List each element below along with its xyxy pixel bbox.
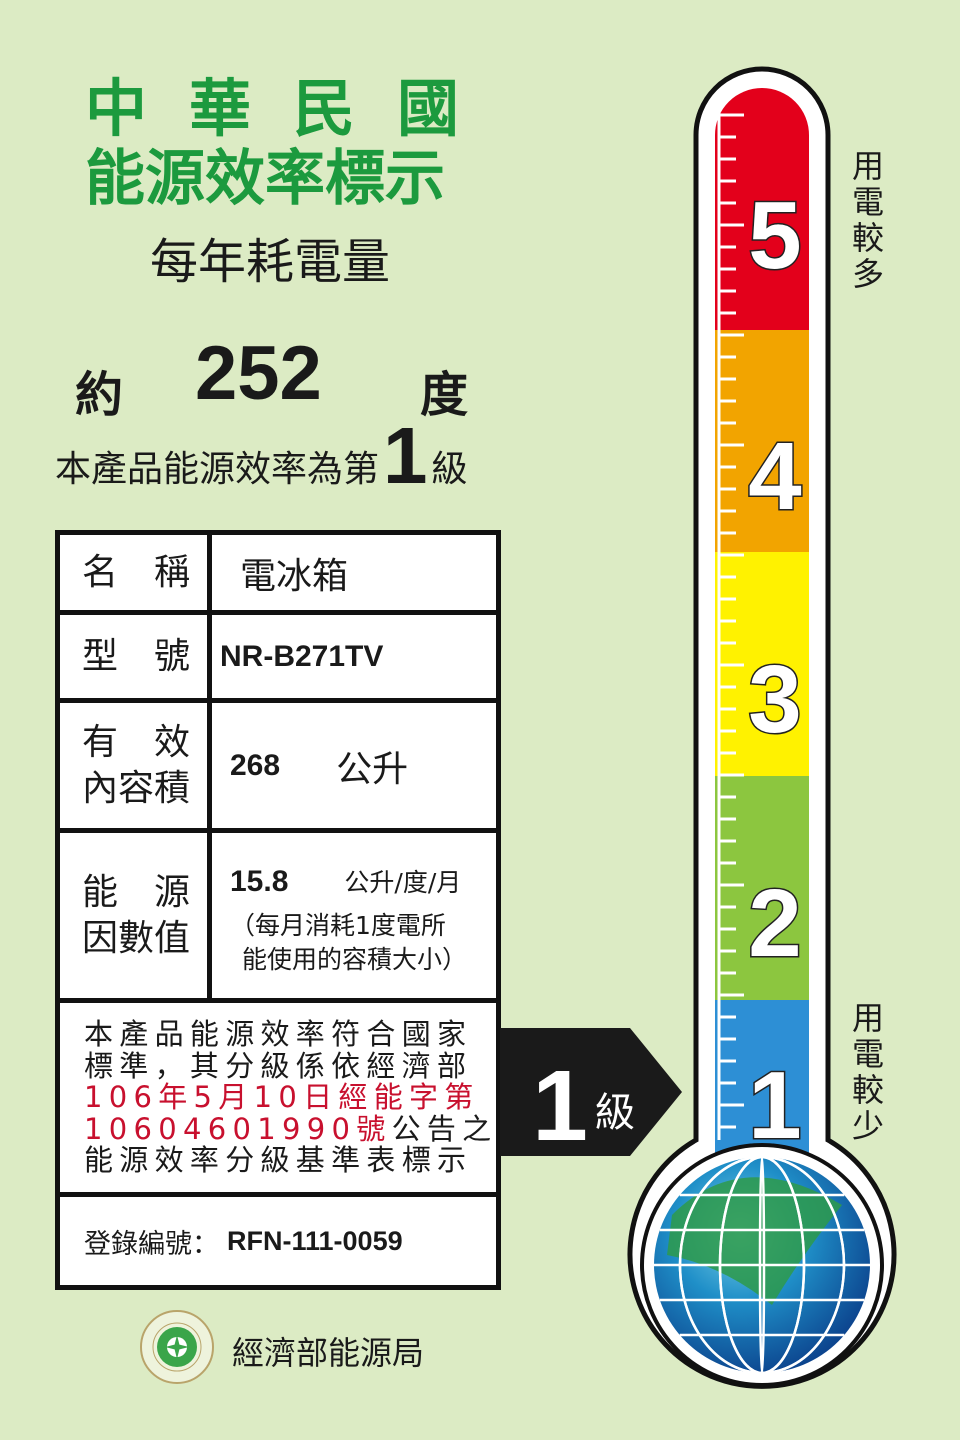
grade-arrow: 1 級 [500, 1028, 682, 1156]
label-less-power: 用電較少 [851, 999, 884, 1145]
level-number-2: 2 [748, 870, 801, 977]
note-line: （每月消耗1度電所 [230, 911, 446, 940]
volume-unit: 公升 [336, 748, 409, 790]
label-line: 有 效 [82, 721, 191, 763]
row-factor: 能 源因數值 15.8 公升/度/月 （每月消耗1度電所能使用的容積大小） [60, 833, 496, 1003]
level-number-3: 3 [748, 646, 801, 753]
notice-line: 標準，其分級係依經濟部 [84, 1048, 473, 1083]
arrow-shape [500, 1028, 682, 1156]
notice-line: 106年5月10日經能字第 [84, 1080, 480, 1114]
grade-number: 1 [383, 411, 428, 500]
label-factor: 能 源因數值 [60, 833, 212, 998]
factor-unit: 公升/度/月 [344, 868, 462, 897]
notice-line: 10604601990號公告之 [84, 1111, 498, 1146]
value-factor: 15.8 公升/度/月 （每月消耗1度電所能使用的容積大小） [220, 833, 496, 998]
spec-table: 名 稱 電冰箱 型 號 NR-B271TV 有 效內容積 268 公升 能 源因數… [55, 530, 501, 1290]
row-model: 型 號 NR-B271TV [60, 615, 496, 703]
registration-number: RFN-111-0059 [227, 1225, 403, 1256]
thermometer: 5 4 3 2 1 [627, 66, 897, 1389]
level-segment-1 [715, 1000, 809, 1170]
note-line: 能使用的容積大小） [242, 945, 468, 974]
value-name: 電冰箱 [240, 555, 349, 597]
notice-black-text: 公告之 [391, 1111, 498, 1146]
volume-number: 268 [230, 748, 281, 782]
factor-note: （每月消耗1度電所能使用的容積大小） [230, 909, 496, 977]
bureau-of-energy-logo [140, 1310, 214, 1384]
level-segment-4 [715, 330, 809, 582]
label-model: 型 號 [60, 615, 212, 698]
label-volume: 有 效內容積 [60, 703, 212, 828]
value-model: NR-B271TV [220, 639, 384, 673]
arrow-grade: 1 [532, 1050, 588, 1156]
notice-line: 本產品能源效率符合國家 [84, 1017, 473, 1051]
registration-label: 登錄編號： [84, 1228, 219, 1260]
consumption-prefix: 約 [75, 367, 124, 423]
row-volume: 有 效內容積 268 公升 [60, 703, 496, 833]
consumption-unit: 度 [420, 367, 469, 423]
notice-red-text: 10604601990號 [84, 1111, 392, 1146]
subtitle: 每年耗電量 [150, 234, 391, 290]
grade-statement: 本產品能源效率為第 1 級 [55, 411, 468, 500]
label-line: 因數值 [82, 917, 191, 959]
factor-number: 15.8 [230, 865, 289, 898]
level-number-4: 4 [748, 423, 801, 530]
level-number-5: 5 [748, 182, 801, 289]
value-volume: 268 公升 [220, 703, 496, 828]
level-number-1: 1 [748, 1052, 801, 1159]
level-segment-3 [715, 552, 809, 806]
registration: 登錄編號： RFN-111-0059 [84, 1197, 403, 1285]
title-country: 中華民國 [85, 72, 502, 145]
row-registration: 登錄編號： RFN-111-0059 [60, 1197, 496, 1285]
row-name: 名 稱 電冰箱 [60, 535, 496, 615]
label-more-power: 用電較多 [851, 147, 884, 293]
notice-line: 能源效率分級基準表標示 [84, 1143, 473, 1177]
label-name: 名 稱 [60, 535, 212, 610]
consumption-value: 252 [195, 331, 322, 416]
grade-text-before: 本產品能源效率為第 [55, 449, 380, 490]
arrow-unit: 級 [595, 1090, 635, 1136]
label-line: 能 源 [82, 871, 191, 913]
organization-name: 經濟部能源局 [232, 1334, 425, 1372]
notice-text: 本產品能源效率符合國家 標準，其分級係依經濟部 106年5月10日經能字第 10… [84, 1017, 498, 1177]
grade-text-after: 級 [431, 449, 468, 490]
row-notice: 本產品能源效率符合國家 標準，其分級係依經濟部 106年5月10日經能字第 10… [60, 1003, 496, 1197]
title-label: 能源效率標示 [85, 144, 445, 214]
label-line: 內容積 [82, 767, 191, 809]
